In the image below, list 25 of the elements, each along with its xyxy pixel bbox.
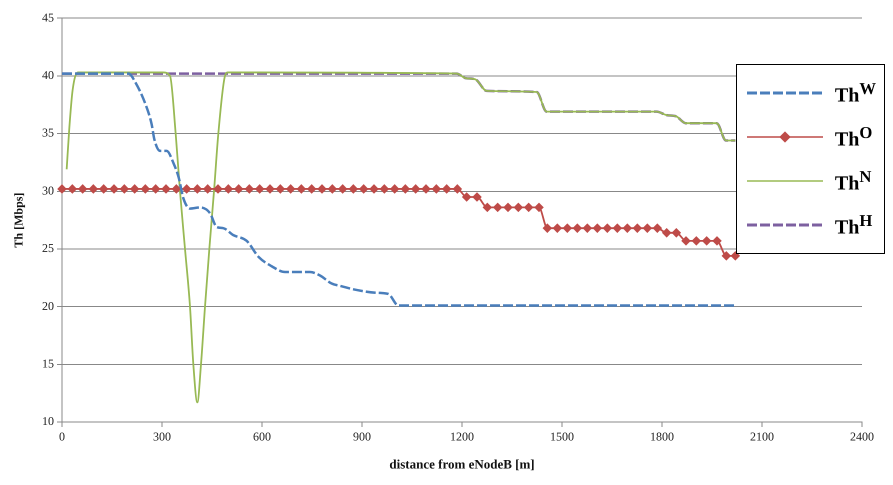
y-tick-label: 15 (42, 356, 54, 370)
y-tick-label: 25 (42, 241, 54, 256)
legend-label: Th$^{N}$ (834, 166, 872, 196)
y-tick-label: 40 (42, 68, 54, 82)
legend-label: Th$^{W}$ (834, 78, 876, 108)
x-tick-label: 1500 (550, 429, 574, 444)
y-axis-title: Th [Mbps] (11, 192, 26, 248)
x-tick-label: 1800 (650, 429, 674, 444)
x-tick-label: 2100 (750, 429, 774, 444)
line-series (60, 72, 737, 307)
y-tick-label: 10 (42, 414, 54, 428)
x-tick-label: 900 (353, 429, 371, 444)
line-series (66, 72, 736, 404)
y-tick-label: 35 (42, 126, 54, 140)
legend-label: Th$^{H}$ (834, 210, 872, 240)
x-tick-label: 0 (59, 429, 65, 444)
legend-label: Th$^{O}$ (834, 122, 872, 152)
x-tick-label: 1200 (450, 429, 474, 444)
x-tick-label: 300 (153, 429, 171, 444)
x-axis-title: distance from eNodeB [m] (389, 456, 535, 472)
y-tick-label: 45 (42, 10, 54, 24)
x-tick-label: 2400 (850, 429, 874, 444)
y-tick-label: 30 (42, 183, 54, 198)
x-tick-label: 600 (253, 429, 271, 444)
y-tick-label: 20 (42, 298, 54, 313)
